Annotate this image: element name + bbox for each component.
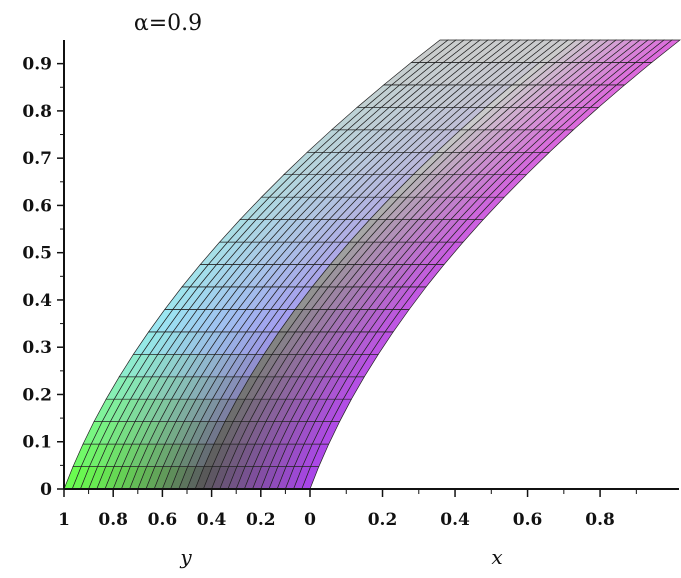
x-tick-label: 0.8 — [585, 510, 615, 530]
y-tick-label: 1 — [58, 510, 70, 530]
z-tick-label: 0 — [40, 480, 52, 500]
x-axis-label: x — [491, 545, 502, 569]
y-tick-label: 0 — [304, 510, 316, 530]
z-tick-label: 0.2 — [22, 385, 52, 405]
y-tick-label: 0.2 — [246, 510, 276, 530]
z-tick-label: 0.6 — [22, 196, 52, 216]
y-axis-label: y — [179, 545, 192, 569]
y-tick-label: 0.8 — [98, 510, 128, 530]
surface — [63, 39, 681, 490]
z-tick-label: 0.7 — [22, 149, 52, 169]
z-tick-label: 0.1 — [22, 433, 52, 453]
z-tick-label: 0.9 — [22, 55, 52, 75]
x-tick-label: 0.4 — [440, 510, 470, 530]
y-tick-label: 0.4 — [197, 510, 227, 530]
z-tick-label: 0.8 — [22, 102, 52, 122]
x-tick-label: 0.6 — [513, 510, 543, 530]
x-tick-label: 0.2 — [368, 510, 398, 530]
z-tick-label: 0.4 — [22, 291, 52, 311]
surface-patch — [642, 39, 681, 63]
z-tick-label: 0.3 — [22, 338, 52, 358]
axes: 0 0.1 0.2 0.3 0.4 0.5 0.6 0.7 0.8 0.9 1 0.8 0.6 0.4 0.… — [22, 40, 679, 569]
y-tick-label: 0.6 — [148, 510, 178, 530]
z-tick-label: 0.5 — [22, 244, 52, 264]
plot-title: α=0.9 — [134, 11, 202, 36]
